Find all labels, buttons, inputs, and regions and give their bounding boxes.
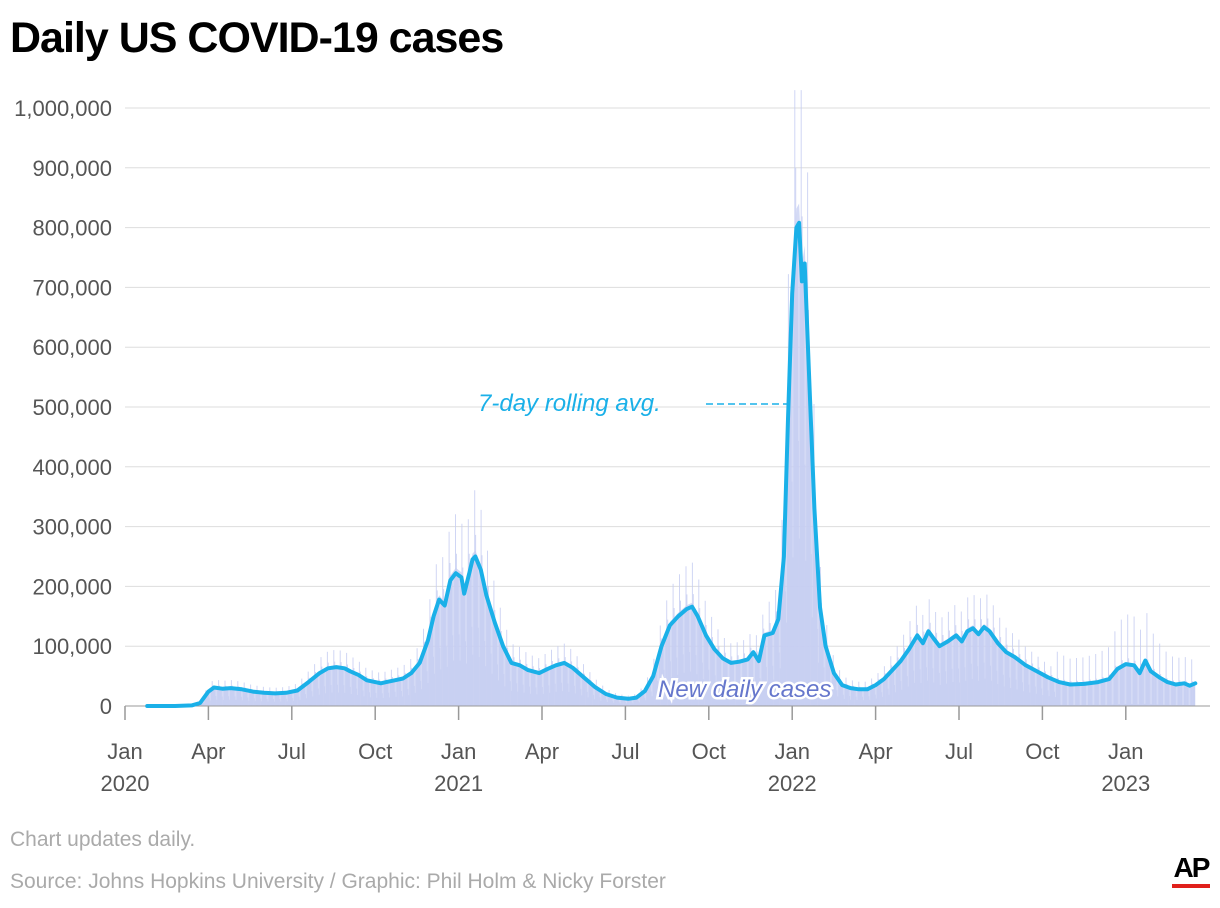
- y-tick-label: 900,000: [32, 156, 112, 181]
- x-axis-ticks: Jan 2020 Apr Jul Oct Jan 2021 Apr Jul Oct Jan 2022 A…: [101, 706, 1150, 796]
- x-tick-label: Apr: [858, 739, 892, 764]
- chart-note: Chart updates daily.: [10, 828, 196, 851]
- x-tick-label: Jul: [278, 739, 306, 764]
- x-tick-label: Jul: [945, 739, 973, 764]
- chart-plot: 0 100,000 200,000 300,000 400,000 500,000 600,…: [14, 90, 1210, 796]
- gridlines: [125, 107, 1210, 647]
- x-tick-label: Oct: [358, 739, 392, 764]
- chart-source: Source: Johns Hopkins University / Graph…: [10, 870, 666, 893]
- ap-logo-text: AP: [1173, 852, 1211, 883]
- y-tick-label: 800,000: [32, 216, 112, 241]
- y-tick-label: 100,000: [32, 634, 112, 659]
- ap-logo-bar: [1172, 884, 1210, 888]
- chart-title: Daily US COVID-19 cases: [10, 14, 504, 62]
- y-tick-label: 1,000,000: [14, 96, 112, 121]
- x-tick-label: Oct: [692, 739, 726, 764]
- x-tick-label: Jan: [774, 739, 809, 764]
- y-tick-label: 600,000: [32, 335, 112, 360]
- x-tick-year-label: 2022: [768, 771, 817, 796]
- x-tick-label: Jul: [611, 739, 639, 764]
- x-tick-label: Oct: [1025, 739, 1059, 764]
- y-tick-label: 300,000: [32, 515, 112, 540]
- rolling-average-line: [145, 220, 1198, 708]
- y-tick-label: 400,000: [32, 455, 112, 480]
- ap-logo: AP: [1170, 852, 1212, 890]
- x-tick-label: Apr: [525, 739, 559, 764]
- x-tick-year-label: 2021: [434, 771, 483, 796]
- y-tick-label: 200,000: [32, 574, 112, 599]
- x-tick-year-label: 2020: [101, 771, 150, 796]
- y-tick-label: 700,000: [32, 275, 112, 300]
- x-tick-label: Apr: [191, 739, 225, 764]
- x-tick-label: Jan: [1108, 739, 1143, 764]
- y-tick-label: 500,000: [32, 395, 112, 420]
- y-tick-label: 0: [100, 694, 112, 719]
- y-axis-ticks: 0 100,000 200,000 300,000 400,000 500,000 600,…: [14, 96, 112, 719]
- daily-cases-area: [147, 203, 1196, 706]
- x-tick-label: Jan: [107, 739, 142, 764]
- daily-cases-label: New daily cases: [658, 676, 831, 703]
- x-tick-label: Jan: [441, 739, 476, 764]
- x-tick-year-label: 2023: [1101, 771, 1150, 796]
- rolling-average-label: 7-day rolling avg.: [478, 390, 661, 417]
